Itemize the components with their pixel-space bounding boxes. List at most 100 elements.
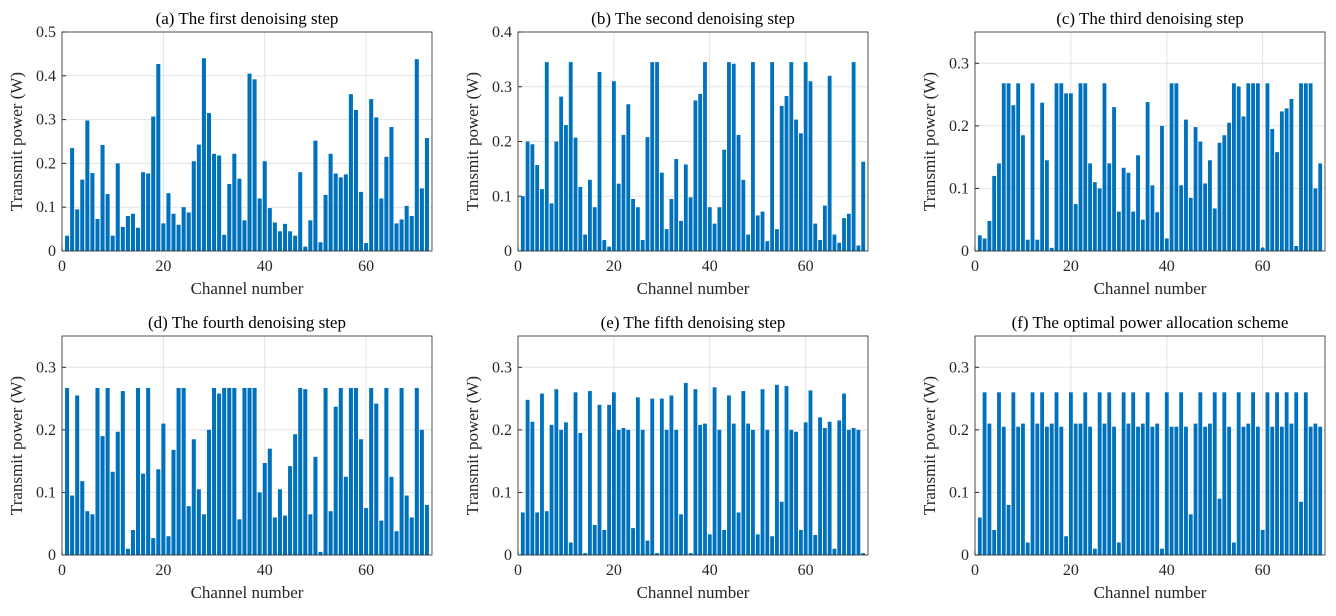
y-tick-label: 0.2 [36,155,56,172]
bar [1078,83,1083,252]
bar [655,62,659,251]
bar [70,495,75,555]
bar [65,387,70,555]
bar [1116,211,1121,251]
bar [987,423,992,555]
y-tick-label: 0 [48,243,56,260]
bar [851,62,856,251]
bar [328,511,333,555]
bar [333,406,338,555]
bar [727,395,731,555]
bar [851,427,856,555]
bar [1222,392,1227,555]
bar [635,207,640,251]
bar [288,466,293,555]
bar [100,436,105,555]
bar [318,551,323,555]
bar [607,404,612,555]
y-tick-label: 0.1 [949,484,969,501]
bar [592,207,597,251]
x-tick-label: 0 [514,258,522,275]
bar [1188,197,1193,251]
x-axis-label: Channel number [191,583,304,602]
bar [1208,160,1212,251]
bar [1222,135,1227,251]
bar [602,529,607,555]
bar [222,234,227,251]
bar [588,391,592,555]
axes-box [974,31,1326,252]
bar [794,119,798,251]
bar [1131,392,1136,555]
bar [1303,83,1308,252]
bar [1236,392,1241,555]
bar [693,389,698,555]
bar [166,193,171,251]
bar [186,212,191,251]
bar [80,481,85,555]
bar [141,473,146,555]
chart-title: (b) The second denoising step [591,9,795,28]
x-tick-label: 60 [1255,258,1271,275]
bar [1006,83,1011,252]
bar [1083,392,1088,555]
bar [272,222,277,251]
bar [1160,548,1164,555]
y-tick-label: 0.1 [949,180,969,197]
bar [679,514,683,555]
bar [982,238,987,251]
bar [1150,426,1155,555]
bar [842,393,846,555]
bar [1145,102,1150,251]
bar [293,434,298,555]
bar [583,553,588,555]
bar [318,242,323,251]
bar [1030,83,1035,252]
bar [151,538,156,555]
bar [731,63,736,251]
x-axis-label: Channel number [1094,583,1207,602]
bar [707,207,712,251]
y-tick-label: 0.2 [492,422,512,439]
bar [1145,392,1150,555]
bar [1265,83,1270,252]
bar [277,489,282,555]
bar [1193,423,1198,555]
bar [201,58,206,251]
bar [247,73,252,251]
bar [1035,423,1040,555]
bar [626,104,631,252]
bar [201,514,206,555]
chart-title: (a) The first denoising step [156,9,339,28]
bar [784,386,789,555]
bar [573,137,578,251]
bar [837,420,842,555]
bar [369,387,374,555]
bar [217,393,222,555]
x-tick-label: 60 [1255,562,1271,579]
x-tick-label: 0 [971,258,979,275]
bar [1064,536,1069,555]
bar [741,179,746,251]
bar [1294,245,1299,251]
bar [1006,504,1011,555]
y-tick-label: 0.1 [36,484,56,501]
bar [348,387,353,555]
bar [212,387,217,555]
bar [808,390,813,555]
bar [669,198,674,251]
bar [798,133,803,251]
chart-title: (c) The third denoising step [1056,9,1244,28]
bar [1313,423,1318,555]
bar [827,75,832,251]
bar [683,164,688,251]
bar [1270,426,1275,555]
chart-title: (d) The fourth denoising step [148,313,346,332]
bar [409,215,414,251]
bar [232,387,237,555]
y-tick-label: 0.2 [949,422,969,439]
bar [1140,423,1145,555]
bar [982,392,987,555]
bar [1092,548,1097,555]
